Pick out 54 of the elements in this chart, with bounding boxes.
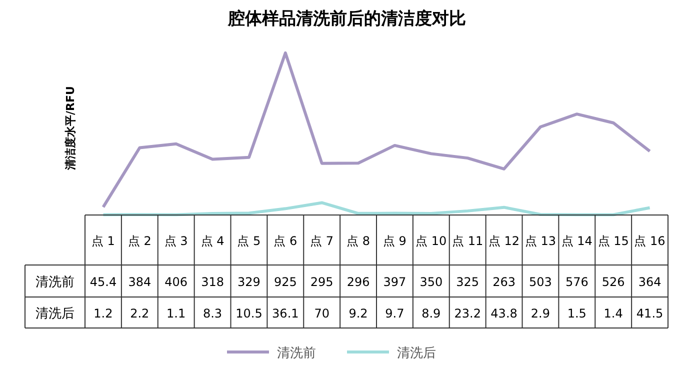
data-label: 925 xyxy=(274,275,297,289)
data-label: 36.1 xyxy=(272,306,299,320)
x-tick-label: 点 15 xyxy=(598,234,629,248)
chart-title: 腔体样品清洗前后的清洁度对比 xyxy=(227,9,466,29)
x-tick-label: 点 8 xyxy=(346,234,370,248)
x-tick-label: 点 6 xyxy=(274,234,298,248)
data-label: 8.3 xyxy=(202,306,222,320)
data-label: 1.4 xyxy=(604,306,623,320)
data-label: 9.2 xyxy=(348,306,368,320)
data-label: 295 xyxy=(310,275,334,289)
x-tick-label: 点 4 xyxy=(200,234,224,248)
data-label: 41.5 xyxy=(636,306,664,320)
x-tick-label: 点 2 xyxy=(128,234,152,248)
data-label: 1.2 xyxy=(94,306,113,320)
x-tick-label: 点 14 xyxy=(561,234,592,248)
data-label: 325 xyxy=(456,275,480,289)
x-tick-label: 点 5 xyxy=(237,234,261,248)
data-label: 263 xyxy=(492,275,516,289)
text: 清洗后 xyxy=(36,306,74,322)
x-tick-label: 点 3 xyxy=(164,234,188,248)
data-label: 576 xyxy=(565,275,588,289)
legend-label: 清洗前 xyxy=(277,346,316,361)
data-label: 2.2 xyxy=(130,306,150,320)
x-tick-label: 点 12 xyxy=(488,234,520,248)
data-label: 406 xyxy=(164,275,188,289)
data-label: 397 xyxy=(383,275,406,289)
data-label: 9.7 xyxy=(385,306,404,320)
legend-label: 清洗后 xyxy=(397,346,436,361)
data-label: 364 xyxy=(638,275,662,289)
x-tick-label: 点 16 xyxy=(634,234,666,248)
x-tick-label: 点 10 xyxy=(416,234,447,248)
x-tick-label: 点 11 xyxy=(452,234,484,248)
y-axis-title: 清洁度水平/RFU xyxy=(64,86,77,171)
x-tick-label: 点 13 xyxy=(524,234,556,248)
data-label: 329 xyxy=(238,275,260,289)
x-tick-label: 点 1 xyxy=(91,234,115,248)
data-label: 384 xyxy=(128,275,152,289)
data-label: 1.1 xyxy=(166,306,186,320)
data-label: 296 xyxy=(346,275,370,289)
data-label: 2.9 xyxy=(530,306,550,320)
x-tick-label: 点 9 xyxy=(382,234,406,248)
data-label: 526 xyxy=(602,275,625,289)
data-label: 8.9 xyxy=(422,306,441,320)
data-label: 350 xyxy=(420,275,443,289)
data-label: 503 xyxy=(529,275,552,289)
data-label: 45.4 xyxy=(90,275,117,289)
data-label: 10.5 xyxy=(236,306,262,320)
x-tick-label: 点 7 xyxy=(310,234,334,248)
data-label: 318 xyxy=(201,275,224,289)
text: 清洗前 xyxy=(36,275,74,290)
data-label: 1.5 xyxy=(567,306,586,320)
data-label: 43.8 xyxy=(490,306,518,320)
data-label: 70 xyxy=(314,306,330,320)
data-label: 23.2 xyxy=(454,306,481,320)
